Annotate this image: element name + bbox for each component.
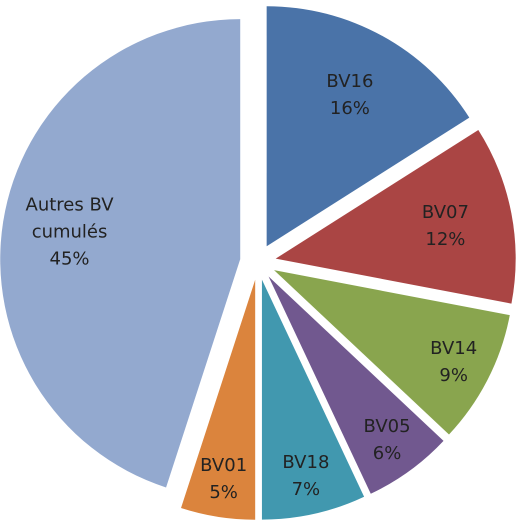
pie-slice [275, 130, 516, 304]
pie-slice [261, 279, 365, 520]
category-label: BV01 [200, 454, 248, 476]
value-label: 45% [49, 248, 90, 270]
slice-label: BV16 16% [326, 68, 373, 122]
value-label: 9% [439, 364, 468, 386]
pie-slice [268, 276, 444, 494]
slice-label: BV01 5% [200, 452, 247, 506]
value-label: 6% [372, 442, 402, 464]
category-label: BV05 [363, 415, 411, 437]
slice-label: BV07 12% [422, 199, 469, 253]
slice-label: BV14 9% [430, 335, 477, 389]
pie-slice [266, 6, 470, 247]
category-label: Autres BV cumulés [25, 194, 114, 243]
category-label: BV18 [282, 452, 330, 474]
category-label: BV16 [326, 70, 374, 92]
pie-slice [274, 270, 510, 435]
pie-slice [181, 279, 256, 520]
category-label: BV14 [430, 337, 478, 359]
value-label: 12% [425, 229, 466, 251]
pie-slice [0, 19, 241, 488]
slice-label: BV18 7% [282, 449, 329, 503]
slice-label: BV05 6% [364, 413, 411, 467]
value-label: 16% [329, 97, 370, 119]
value-label: 5% [209, 481, 238, 503]
category-label: BV07 [421, 202, 469, 224]
slice-label: Autres BV cumulés 45% [10, 192, 130, 273]
value-label: 7% [291, 479, 321, 501]
